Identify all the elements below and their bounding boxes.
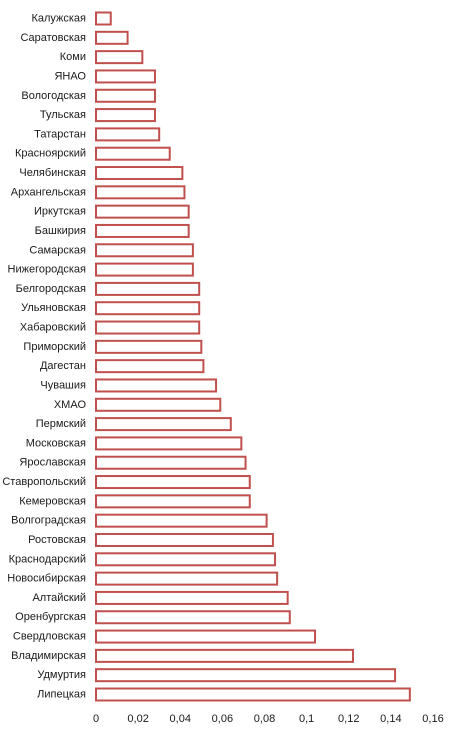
category-label: Красноярский xyxy=(15,148,86,160)
bar xyxy=(95,30,129,45)
bar xyxy=(95,475,251,490)
category-label: Московская xyxy=(26,437,86,449)
bar xyxy=(95,281,201,296)
bar xyxy=(95,108,156,123)
category-label: Иркутская xyxy=(34,206,86,218)
category-label: Белгородская xyxy=(16,283,86,295)
bar xyxy=(95,494,251,509)
bar xyxy=(95,397,222,412)
category-label: Волгоградская xyxy=(11,515,86,527)
x-tick-label: 0,1 xyxy=(299,713,314,725)
bar xyxy=(95,88,156,103)
bar xyxy=(95,11,112,26)
category-label: Липецкая xyxy=(37,689,86,701)
x-axis-ticks: 0 0,02 0,04 0,06 0,08 0,1 0,12 0,14 0,16 xyxy=(93,713,444,725)
category-label: Челябинская xyxy=(19,167,86,179)
category-label: Архангельская xyxy=(11,186,86,198)
x-tick-label: 0,06 xyxy=(212,713,233,725)
bar xyxy=(95,687,411,702)
category-label: Башкирия xyxy=(35,225,86,237)
category-labels: Калужская Саратовская Коми ЯНАО Вологодская Т… xyxy=(2,13,86,701)
category-label: Дагестан xyxy=(40,360,86,372)
bar xyxy=(95,455,247,470)
bar xyxy=(95,532,274,547)
category-label: Вологодская xyxy=(21,90,86,102)
bar xyxy=(95,571,279,586)
category-label: Кемеровская xyxy=(19,495,86,507)
category-label: Чувашия xyxy=(40,379,86,391)
category-label: Краснодарский xyxy=(9,553,86,565)
category-label: Новосибирская xyxy=(7,573,86,585)
x-tick-label: 0,04 xyxy=(170,713,191,725)
category-label: Свердловская xyxy=(13,631,86,643)
bars-layer xyxy=(95,11,411,702)
category-label: Приморский xyxy=(23,341,86,353)
bar xyxy=(95,146,171,161)
category-label: Пермский xyxy=(36,418,86,430)
bar xyxy=(95,359,205,374)
bar xyxy=(95,204,190,219)
bar xyxy=(95,127,161,142)
category-label: ХМАО xyxy=(54,399,87,411)
category-label: Алтайский xyxy=(32,592,86,604)
bar xyxy=(95,339,203,354)
bar xyxy=(95,668,397,683)
category-label: Ростовская xyxy=(28,534,86,546)
bar xyxy=(95,629,317,644)
bar xyxy=(95,436,243,451)
bar xyxy=(95,243,194,258)
bar xyxy=(95,50,144,65)
x-tick-label: 0,16 xyxy=(422,713,443,725)
x-tick-label: 0,08 xyxy=(254,713,275,725)
bar xyxy=(95,590,289,605)
category-label: Саратовская xyxy=(20,32,86,44)
category-label: Хабаровский xyxy=(20,322,86,334)
category-label: Коми xyxy=(60,51,86,63)
category-label: Ставропольский xyxy=(2,476,86,488)
bar xyxy=(95,301,201,316)
x-tick-label: 0,12 xyxy=(338,713,359,725)
x-tick-label: 0,14 xyxy=(380,713,401,725)
category-label: Ульяновская xyxy=(21,302,86,314)
category-label: Ярославская xyxy=(19,457,86,469)
category-label: Удмуртия xyxy=(37,669,86,681)
bar xyxy=(95,648,354,663)
category-label: Калужская xyxy=(31,13,86,25)
category-label: Нижегородская xyxy=(8,264,87,276)
bar xyxy=(95,320,201,335)
bar xyxy=(95,262,194,277)
category-label: Татарстан xyxy=(34,128,86,140)
bar xyxy=(95,185,186,200)
bar xyxy=(95,69,156,84)
category-label: Тульская xyxy=(40,109,86,121)
bar xyxy=(95,552,277,567)
x-tick-label: 0,02 xyxy=(127,713,148,725)
bar xyxy=(95,417,232,432)
bar xyxy=(95,513,268,528)
category-label: Самарская xyxy=(29,244,86,256)
bar xyxy=(95,223,190,238)
category-label: ЯНАО xyxy=(54,70,86,82)
category-label: Владимирская xyxy=(11,650,86,662)
bar xyxy=(95,610,291,625)
category-label: Оренбургская xyxy=(15,611,86,623)
x-tick-label: 0 xyxy=(93,713,99,725)
bar xyxy=(95,378,218,393)
bar xyxy=(95,166,184,181)
